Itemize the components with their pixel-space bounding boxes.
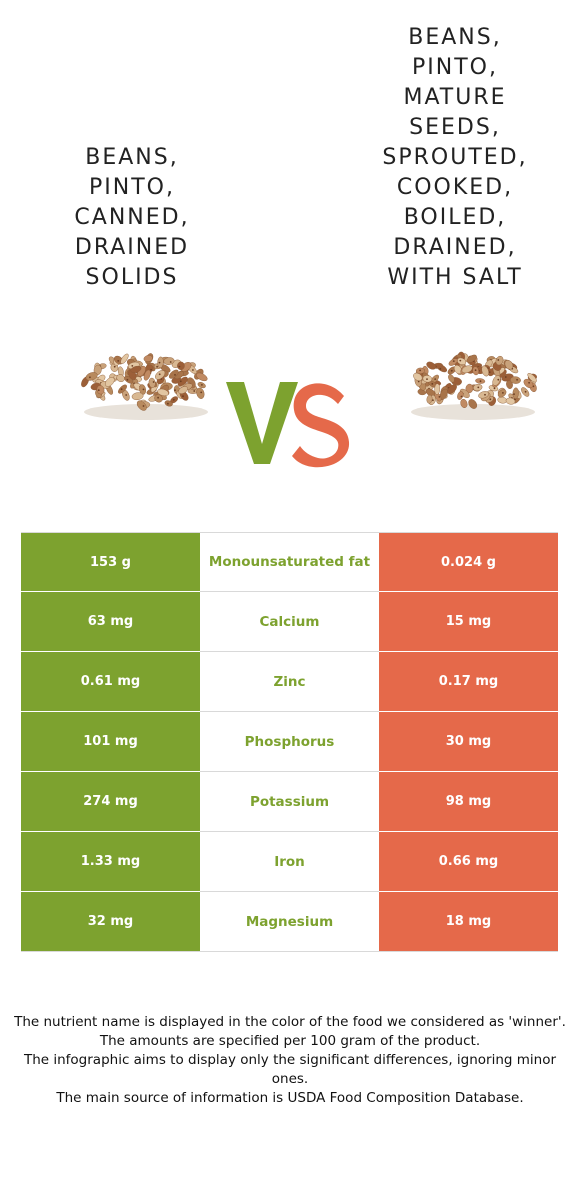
footnote: The main source of information is USDA F… <box>56 1090 524 1106</box>
pinto-beans-icon <box>411 351 537 420</box>
right-value: 0.17 mg <box>379 651 558 711</box>
table-row: 1.33 mg Iron 0.66 mg <box>21 831 558 892</box>
nutrient-name: Zinc <box>200 652 379 711</box>
food-left-title: BEANS, PINTO, CANNED, DRAINED SOLIDS <box>12 143 252 293</box>
food-right-title: BEANS, PINTO, MATURE SEEDS, SPROUTED, CO… <box>335 23 575 293</box>
title-line: MATURE <box>403 85 507 110</box>
right-value: 0.024 g <box>379 533 558 591</box>
title-line: PINTO, <box>89 175 175 200</box>
nutrient-name: Magnesium <box>200 892 379 951</box>
title-line: CANNED, <box>74 205 190 230</box>
title-line: SOLIDS <box>85 265 179 290</box>
left-value: 32 mg <box>21 891 200 951</box>
left-value: 101 mg <box>21 711 200 771</box>
title-line: BOILED, <box>403 205 507 230</box>
vs-logo <box>226 382 350 468</box>
left-value: 1.33 mg <box>21 831 200 891</box>
title-line: SPROUTED, <box>382 145 528 170</box>
table-row: 32 mg Magnesium 18 mg <box>21 891 558 952</box>
title-line: BEANS, <box>408 25 502 50</box>
table-row: 0.61 mg Zinc 0.17 mg <box>21 651 558 712</box>
title-line: PINTO, <box>412 55 498 80</box>
nutrient-name: Phosphorus <box>200 712 379 771</box>
right-value: 98 mg <box>379 771 558 831</box>
table-row: 63 mg Calcium 15 mg <box>21 591 558 652</box>
title-line: DRAINED, <box>393 235 517 260</box>
footnote: The amounts are specified per 100 gram o… <box>99 1033 481 1049</box>
nutrient-name: Potassium <box>200 772 379 831</box>
title-line: SEEDS, <box>409 115 501 140</box>
title-line: WITH SALT <box>387 265 523 290</box>
table-row: 153 g Monounsaturated fat 0.024 g <box>21 532 558 592</box>
right-value: 0.66 mg <box>379 831 558 891</box>
left-value: 274 mg <box>21 771 200 831</box>
title-line: BEANS, <box>85 145 179 170</box>
right-value: 30 mg <box>379 711 558 771</box>
nutrient-name: Calcium <box>200 592 379 651</box>
nutrient-name: Monounsaturated fat <box>200 533 379 591</box>
left-value: 63 mg <box>21 591 200 651</box>
left-value: 153 g <box>21 533 200 591</box>
nutrient-comparison-table: 153 g Monounsaturated fat 0.024 g 63 mg Calc… <box>21 532 558 952</box>
footnote: The infographic aims to display only the… <box>23 1052 557 1087</box>
right-value: 18 mg <box>379 891 558 951</box>
left-value: 0.61 mg <box>21 651 200 711</box>
title-line: COOKED, <box>396 175 514 200</box>
footnote: The nutrient name is displayed in the co… <box>14 1014 566 1030</box>
title-line: DRAINED <box>74 235 190 260</box>
footnotes: The nutrient name is displayed in the co… <box>10 1013 570 1108</box>
table-row: 101 mg Phosphorus 30 mg <box>21 711 558 772</box>
right-value: 15 mg <box>379 591 558 651</box>
vs-letter-s <box>292 383 350 468</box>
pinto-beans-icon <box>81 353 208 420</box>
table-row: 274 mg Potassium 98 mg <box>21 771 558 832</box>
nutrient-name: Iron <box>200 832 379 891</box>
vs-letter-v <box>226 382 298 464</box>
